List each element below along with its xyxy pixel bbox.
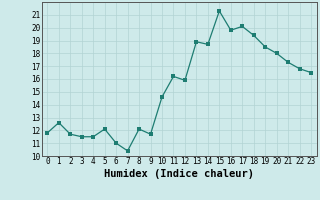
X-axis label: Humidex (Indice chaleur): Humidex (Indice chaleur) <box>104 169 254 179</box>
